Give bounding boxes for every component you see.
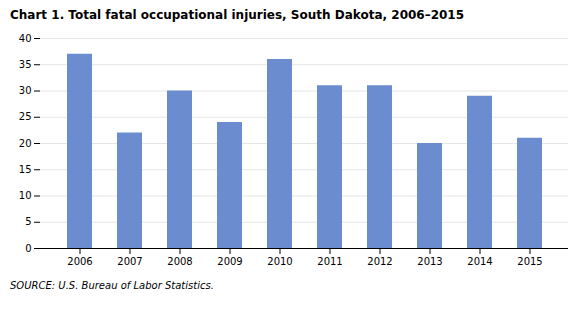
svg-text:10: 10 xyxy=(19,190,32,201)
svg-text:35: 35 xyxy=(19,59,32,70)
svg-text:2012: 2012 xyxy=(367,256,392,267)
svg-text:5: 5 xyxy=(25,216,31,227)
svg-text:2014: 2014 xyxy=(467,256,492,267)
svg-text:2008: 2008 xyxy=(167,256,192,267)
svg-text:15: 15 xyxy=(19,164,32,175)
svg-text:25: 25 xyxy=(19,111,32,122)
svg-text:2013: 2013 xyxy=(417,256,442,267)
svg-text:30: 30 xyxy=(19,85,32,96)
svg-text:2011: 2011 xyxy=(317,256,342,267)
html-text:SOURCE: U.S. Bureau of Labor S: SOURCE: U.S. Bureau of Labor Statistics. xyxy=(10,280,214,291)
svg-text:2006: 2006 xyxy=(67,256,92,267)
svg-text:2010: 2010 xyxy=(267,256,292,267)
svg-text:40: 40 xyxy=(19,33,32,44)
svg-text:2007: 2007 xyxy=(117,256,142,267)
html-text:Chart 1. Total fatal occupatio: Chart 1. Total fatal occupational injuri… xyxy=(10,8,465,22)
svg-text:20: 20 xyxy=(19,138,32,149)
svg-text:2009: 2009 xyxy=(217,256,242,267)
svg-text:2015: 2015 xyxy=(517,256,542,267)
svg-text:0: 0 xyxy=(25,243,31,254)
